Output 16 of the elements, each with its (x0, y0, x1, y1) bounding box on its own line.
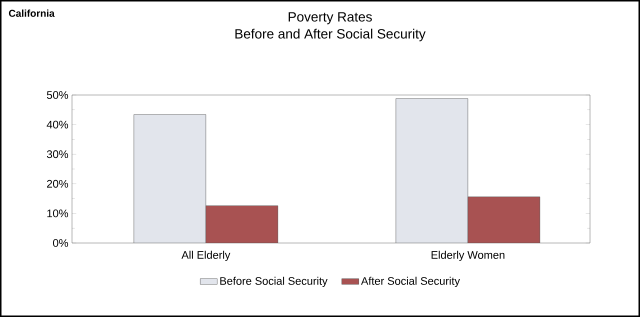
y-tick-label: 10% (47, 210, 68, 218)
bar (468, 196, 540, 243)
bar (396, 98, 468, 243)
y-tick-label: 50% (46, 91, 68, 99)
text: California (8, 10, 55, 17)
x-tick-label: All Elderly (181, 250, 230, 262)
chart-title: Poverty Rates Before and After Social Security (235, 12, 426, 42)
y-tick-label: 40% (46, 120, 68, 128)
x-tick-label: Elderly Women (432, 250, 504, 262)
y-tick-label: 30% (46, 150, 68, 158)
legend-label: After Social Security (361, 276, 460, 288)
bar (134, 114, 206, 243)
y-tick-label: 0% (53, 239, 68, 247)
legend-label: Before Social Security (220, 276, 328, 288)
y-tick-label: 20% (47, 180, 68, 188)
bar (206, 206, 278, 243)
